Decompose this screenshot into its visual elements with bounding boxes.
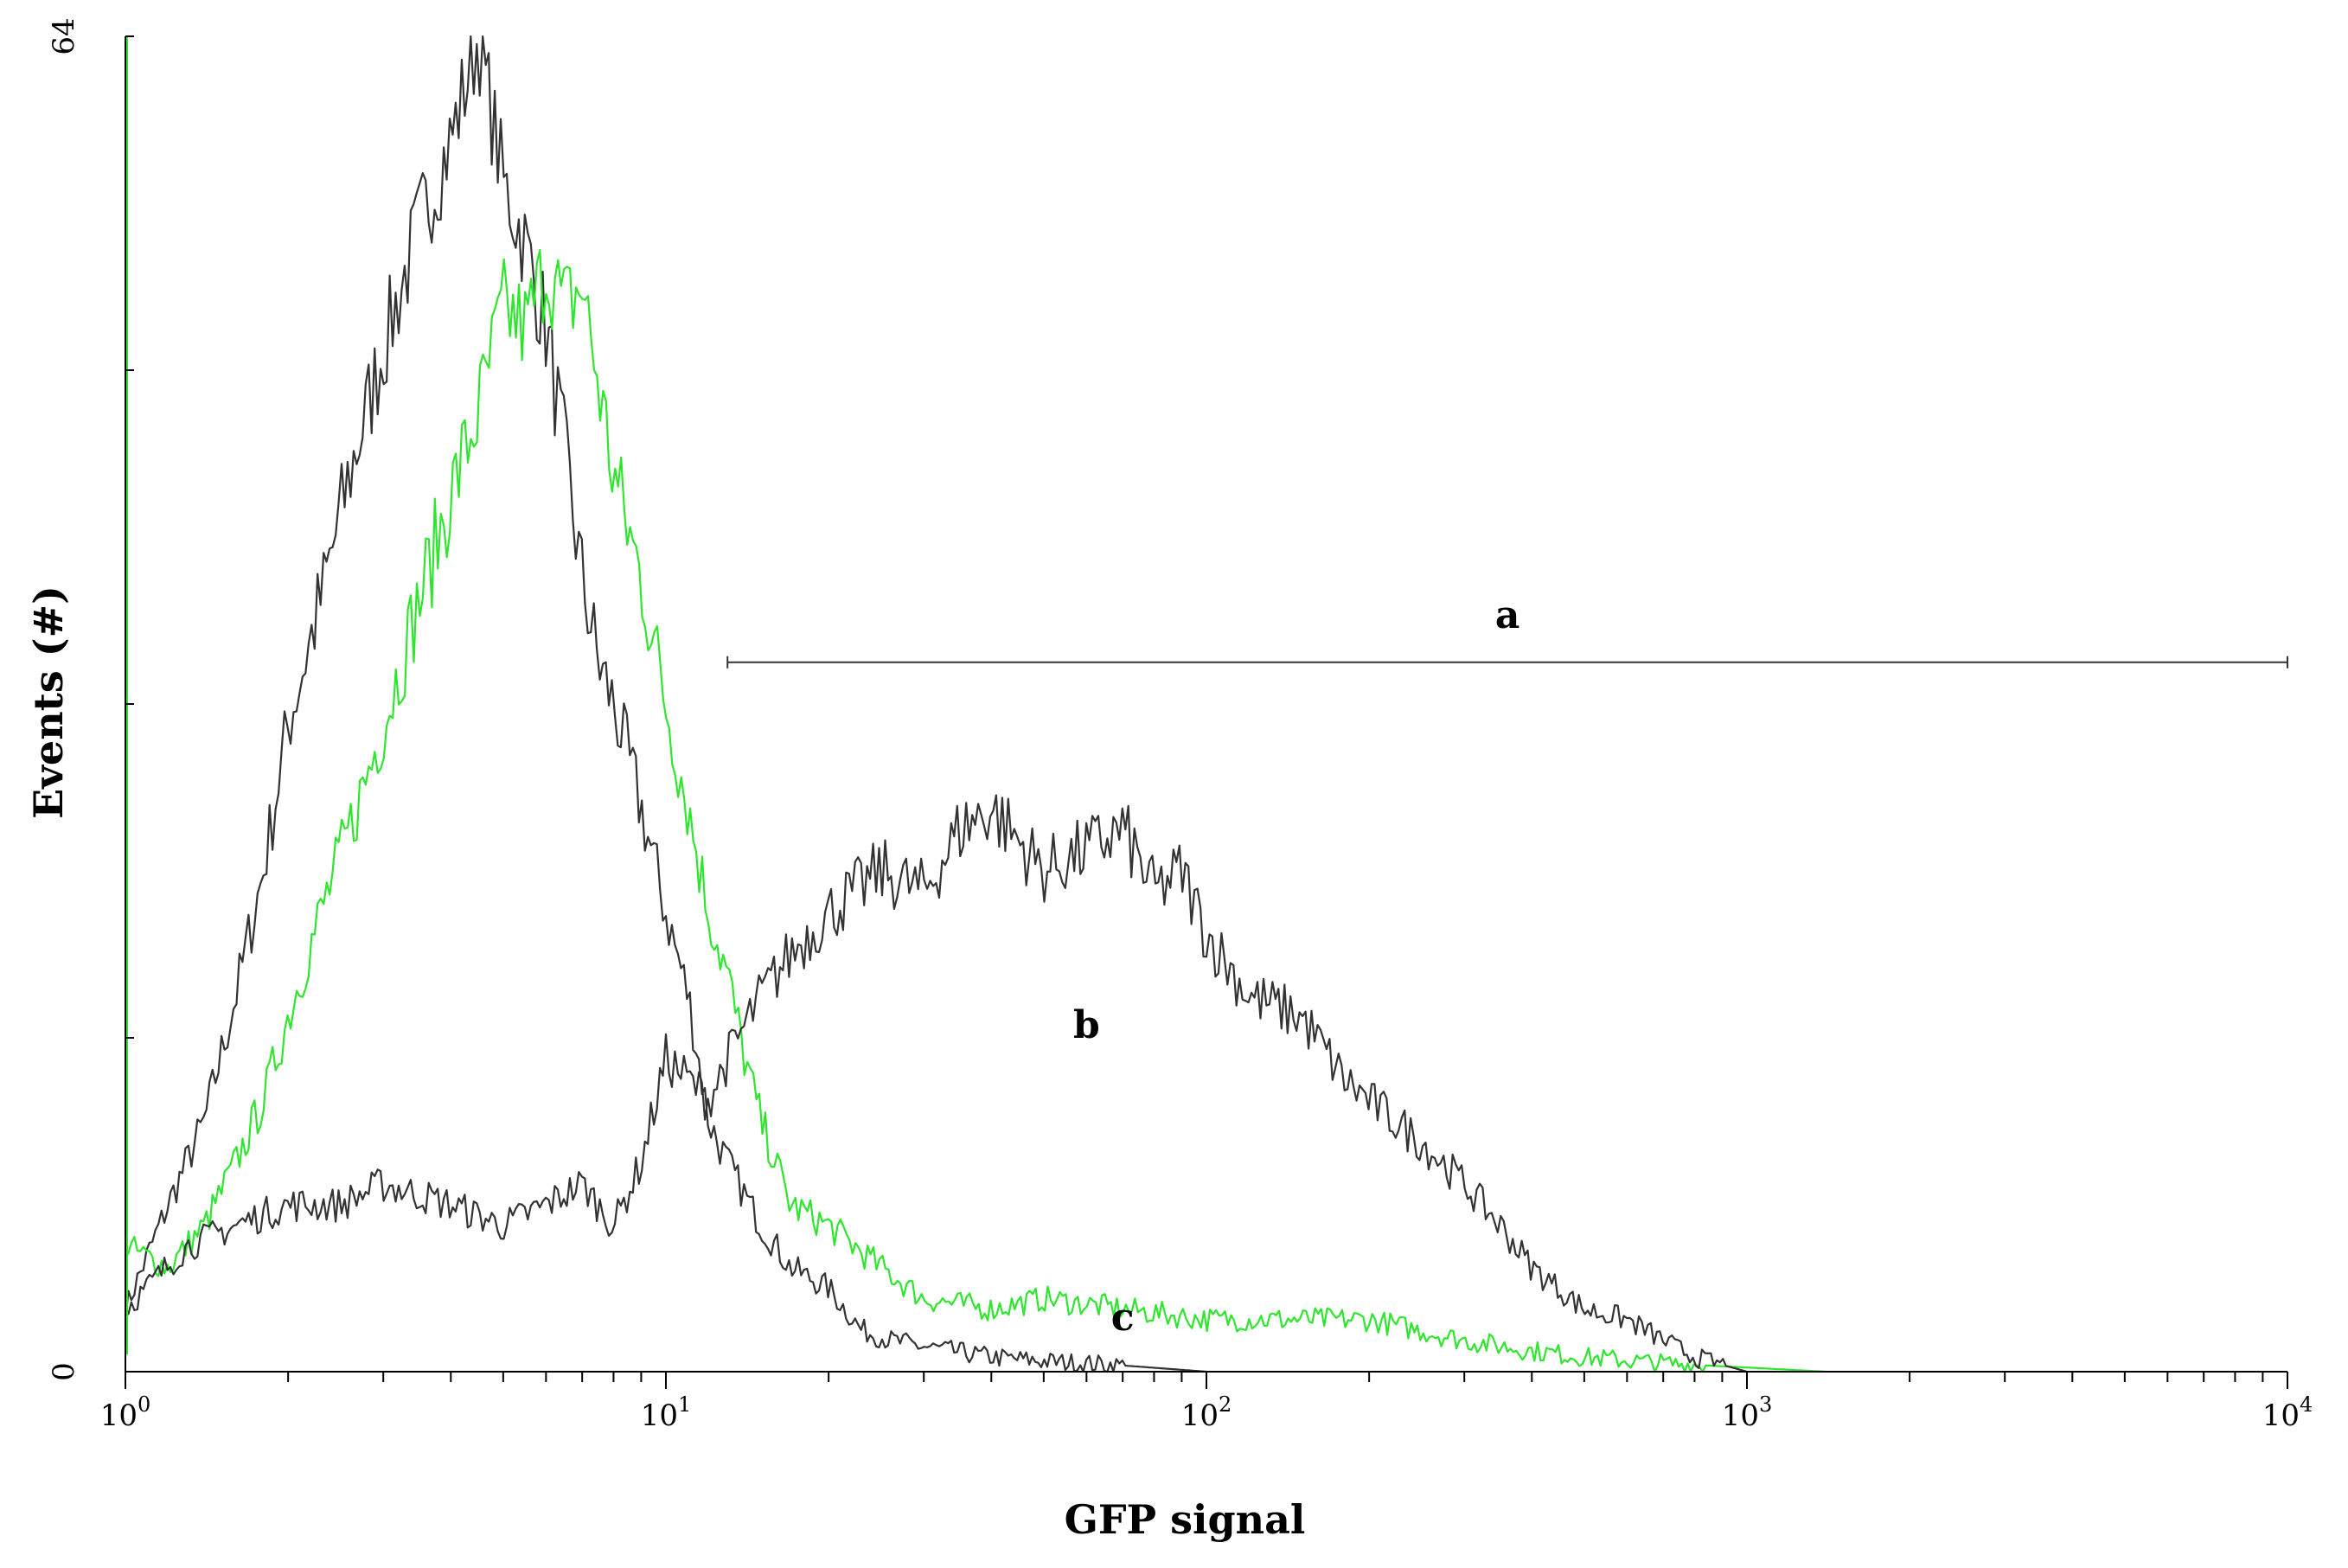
annotation-c: c xyxy=(1111,1296,1135,1340)
x-tick-label: 100 xyxy=(100,1392,151,1433)
x-tick-label: 103 xyxy=(1722,1392,1773,1433)
series-line-sample_c xyxy=(125,248,1827,1373)
series-line-sample_b xyxy=(125,794,1748,1373)
x-tick-label: 101 xyxy=(641,1392,692,1433)
series-line-control xyxy=(124,35,1207,1373)
axes-layer: 0 64 100 101 102 103 104 xyxy=(47,17,2313,1433)
x-axis-title: GFP signal xyxy=(1065,1496,1306,1543)
y-tick-label: 64 xyxy=(47,17,81,54)
y-tick-label: 0 xyxy=(47,1362,81,1381)
x-tick-label: 104 xyxy=(2262,1392,2313,1433)
annotation-b: b xyxy=(1073,1003,1100,1047)
gate-layer: a xyxy=(726,593,2288,669)
labels-layer: bc xyxy=(1073,1003,1135,1340)
y-axis-title: Events (#) xyxy=(25,586,72,819)
gate-label: a xyxy=(1495,593,1520,637)
x-tick-label: 102 xyxy=(1181,1392,1232,1433)
series-layer xyxy=(124,35,1827,1373)
